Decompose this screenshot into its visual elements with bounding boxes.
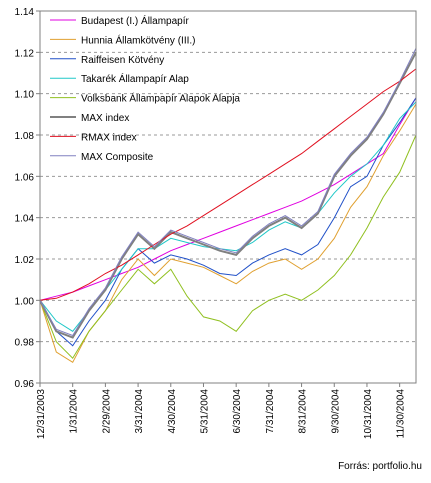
- y-axis-ticks: 0.96 0.98 1.00 1.02 1.04 1.06 1.08 1.10 1.12 1.14: [15, 7, 40, 390]
- legend-label: Budapest (I.) Állampapír: [81, 14, 189, 27]
- y-tick-label: 1.06: [15, 172, 35, 183]
- series-lines: [39, 47, 417, 364]
- series-line: [39, 134, 417, 360]
- y-tick-label: 1.00: [15, 296, 35, 307]
- series-line: [39, 97, 417, 301]
- x-tick-label: 7/31/2004: [265, 389, 276, 434]
- x-tick-label: 3/31/2004: [134, 389, 145, 434]
- y-tick-label: 0.98: [15, 338, 35, 349]
- y-tick-label: 1.14: [15, 7, 35, 18]
- legend-label: Hunnia Államkötvény (III.): [81, 33, 196, 46]
- x-tick-label: 1/31/2004: [69, 389, 80, 434]
- x-tick-label: 8/31/2004: [298, 389, 309, 434]
- legend-label: MAX Composite: [81, 152, 154, 163]
- source-label: Forrás: portfolio.hu: [338, 461, 422, 472]
- legend-label: Raiffeisen Kötvény: [81, 55, 164, 66]
- y-tick-label: 1.10: [15, 90, 35, 101]
- plot-area-frame: [39, 10, 417, 384]
- series-line: [39, 68, 417, 301]
- x-tick-label: 2/29/2004: [101, 389, 112, 434]
- legend: Budapest (I.) Állampapír Hunnia Államkötv…: [50, 14, 240, 163]
- x-tick-label: 5/31/2004: [199, 389, 210, 434]
- gridlines: [40, 51, 416, 343]
- y-tick-label: 1.04: [15, 214, 35, 225]
- legend-label: Volksbank Állampapír Alapok Alapja: [81, 92, 240, 105]
- x-tick-label: 9/30/2004: [330, 389, 341, 434]
- legend-label: Takarék Állampapír Alap: [81, 72, 189, 85]
- x-tick-label: 4/30/2004: [167, 389, 178, 434]
- x-tick-label: 6/30/2004: [232, 389, 243, 434]
- legend-label: MAX index: [81, 113, 129, 124]
- series-line: [39, 97, 417, 347]
- series-line: [39, 51, 417, 339]
- legend-label: RMAX index: [81, 132, 137, 143]
- series-line: [39, 47, 417, 337]
- x-tick-label: 12/31/2003: [36, 389, 47, 439]
- y-tick-label: 1.02: [15, 255, 35, 266]
- y-tick-label: 0.96: [15, 379, 35, 390]
- x-tick-label: 11/30/2004: [396, 389, 407, 439]
- y-tick-label: 1.12: [15, 48, 35, 59]
- x-axis-ticks: 12/31/2003 1/31/2004 2/29/2004 3/31/2004 4/3…: [36, 383, 407, 439]
- x-tick-label: 10/31/2004: [363, 389, 374, 439]
- y-tick-label: 1.08: [15, 131, 35, 142]
